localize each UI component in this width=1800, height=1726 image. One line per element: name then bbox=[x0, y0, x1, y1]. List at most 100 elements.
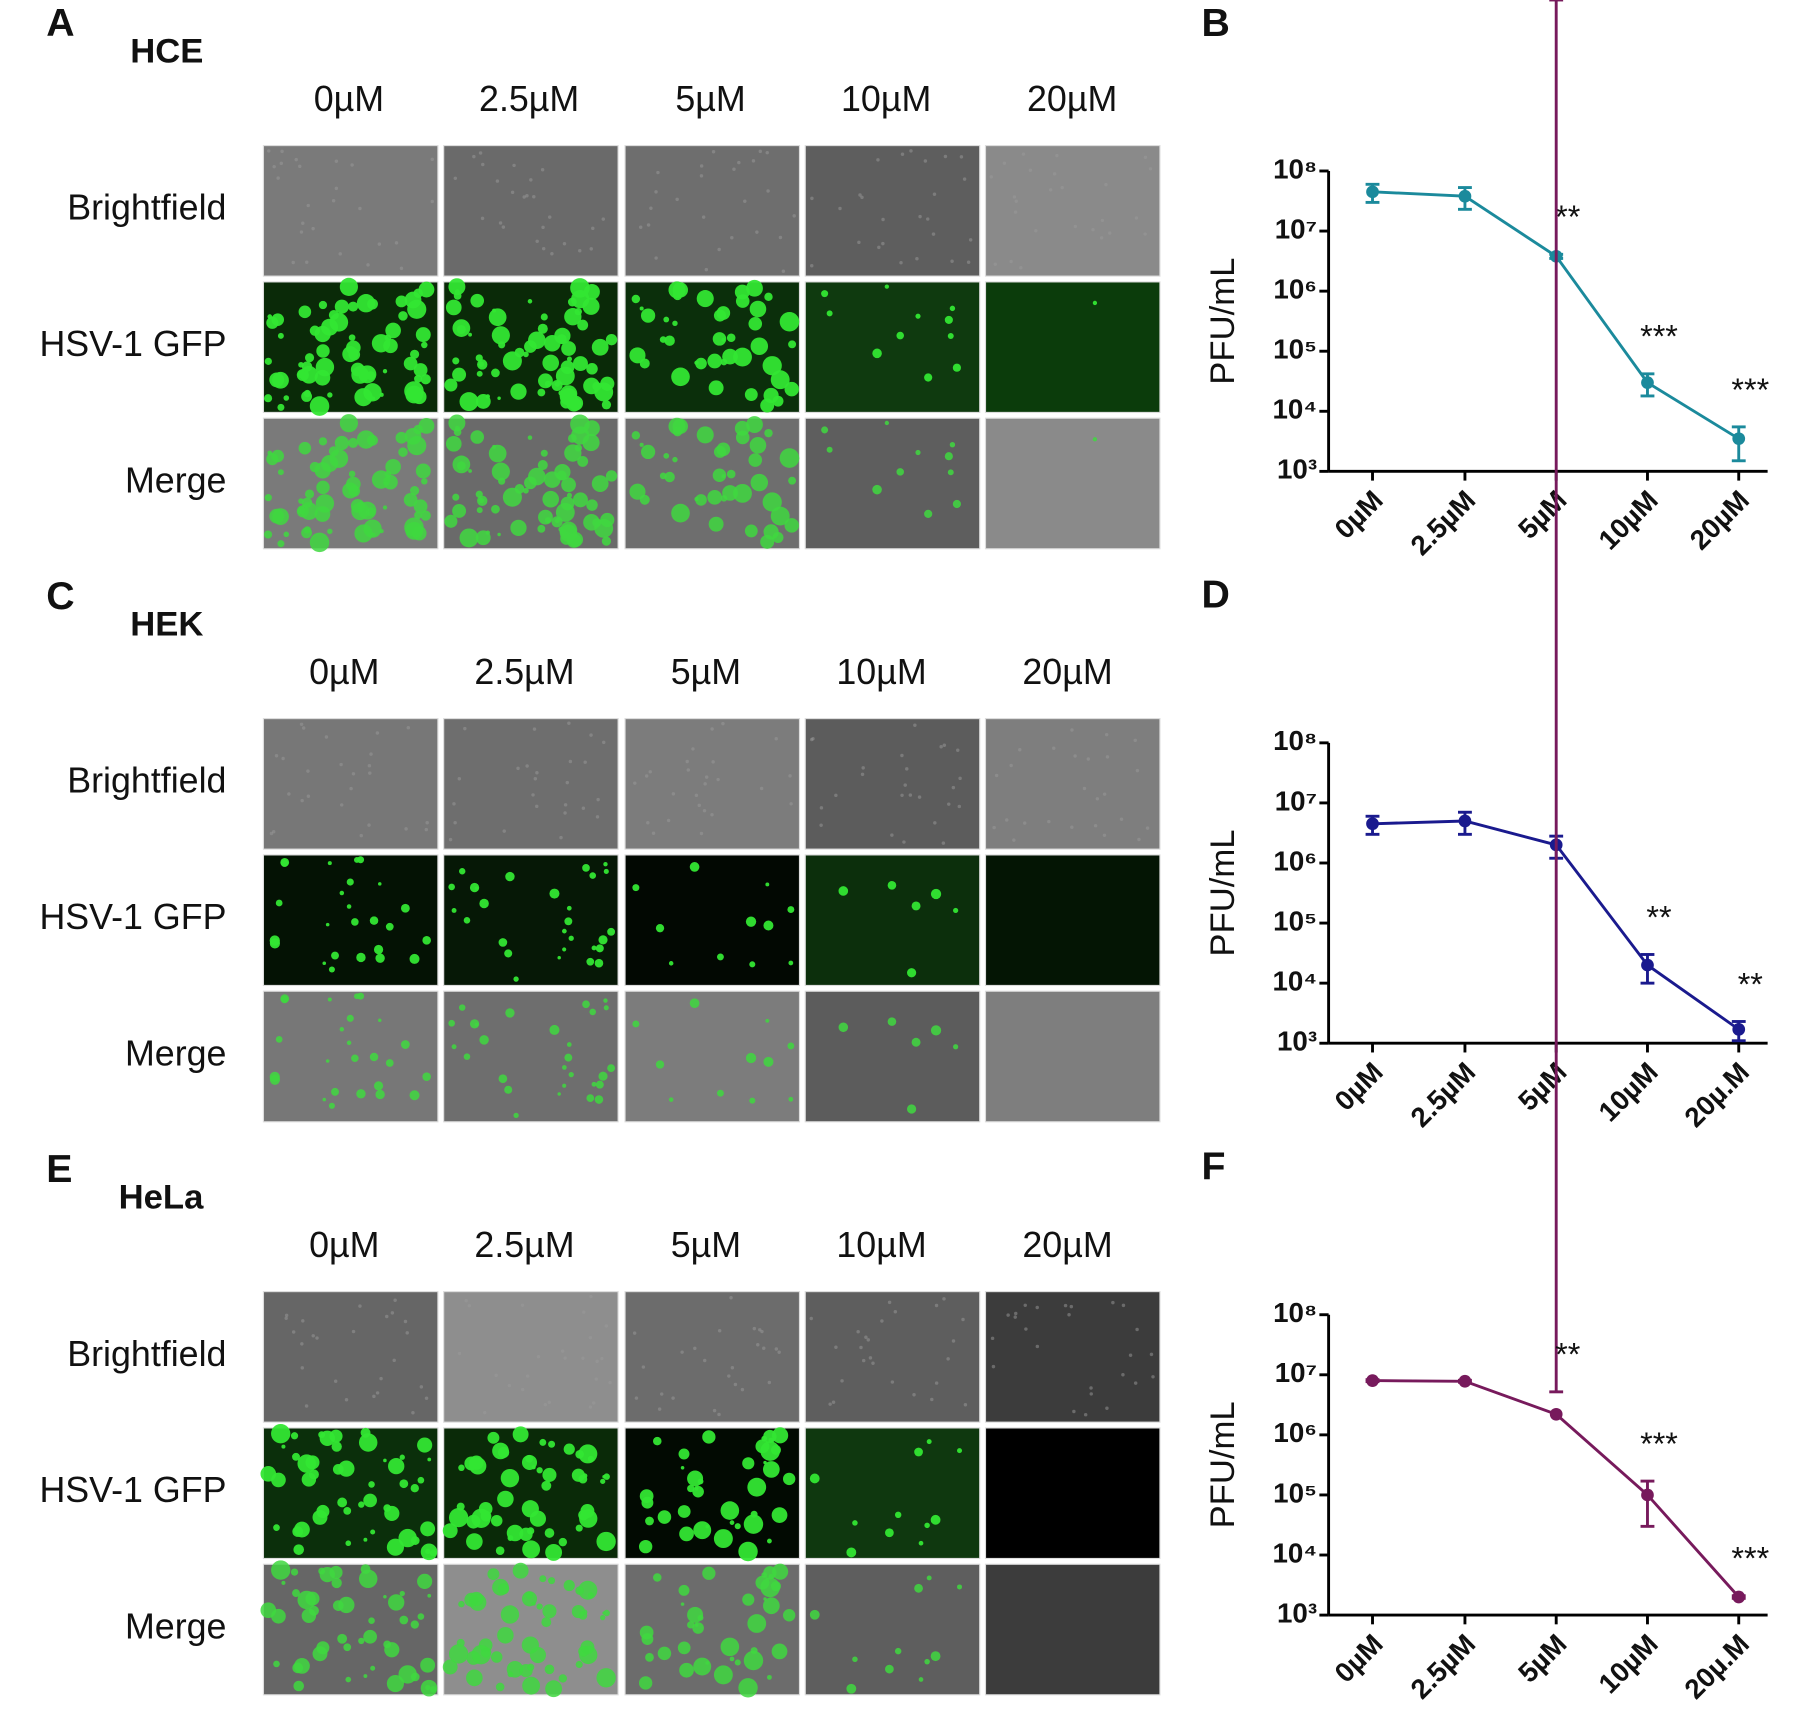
gfp-spot bbox=[607, 1064, 616, 1073]
gfp-spot bbox=[770, 506, 790, 526]
gfp-spot bbox=[383, 1640, 392, 1649]
cell-texture bbox=[767, 1380, 772, 1385]
cell-texture bbox=[453, 820, 457, 825]
data-point bbox=[1732, 1023, 1746, 1036]
gfp-spot bbox=[385, 458, 401, 475]
gfp-spot bbox=[469, 882, 480, 893]
cell-texture bbox=[351, 1329, 356, 1334]
cell-texture bbox=[482, 1410, 487, 1415]
gfp-spot bbox=[720, 1501, 740, 1520]
gfp-spot bbox=[749, 437, 767, 454]
gfp-spot bbox=[343, 1643, 352, 1652]
cell-texture bbox=[1134, 216, 1139, 220]
gfp-spot bbox=[331, 1441, 342, 1452]
cell-texture bbox=[1060, 185, 1064, 190]
micrograph bbox=[262, 854, 439, 987]
gfp-spot bbox=[301, 1608, 317, 1623]
gfp-spot bbox=[747, 1477, 767, 1497]
micrograph bbox=[804, 854, 981, 987]
cell-texture bbox=[600, 1356, 604, 1361]
gfp-spot bbox=[729, 1520, 735, 1525]
cell-texture bbox=[881, 217, 885, 222]
cell-texture bbox=[733, 1382, 738, 1387]
gfp-spot bbox=[281, 1444, 286, 1449]
cell-texture bbox=[467, 1303, 472, 1308]
gfp-spot bbox=[571, 1604, 585, 1619]
gfp-spot bbox=[303, 526, 312, 534]
cell-texture bbox=[591, 226, 595, 231]
cell-texture bbox=[931, 232, 936, 236]
gfp-spot bbox=[448, 278, 466, 296]
gfp-spot bbox=[689, 998, 700, 1009]
gfp-spot bbox=[293, 1544, 305, 1555]
cell-texture bbox=[596, 797, 600, 802]
gfp-spot bbox=[373, 944, 384, 955]
cell-texture bbox=[311, 226, 315, 231]
cell-texture bbox=[1019, 265, 1023, 270]
cell-texture bbox=[934, 1303, 939, 1308]
cell-texture bbox=[547, 1400, 552, 1405]
gfp-spot bbox=[763, 1597, 767, 1601]
gfp-spot bbox=[826, 310, 833, 317]
gfp-spot bbox=[476, 507, 483, 514]
gfp-spot bbox=[263, 394, 273, 403]
gfp-spot bbox=[645, 1652, 654, 1662]
gfp-spot bbox=[363, 383, 382, 402]
gfp-spot bbox=[809, 1473, 820, 1484]
gfp-spot bbox=[264, 494, 272, 502]
gfp-spot bbox=[852, 1656, 858, 1662]
cell-texture bbox=[765, 150, 769, 155]
cell-texture bbox=[760, 1329, 764, 1334]
micrograph bbox=[984, 1563, 1161, 1696]
gfp-spot bbox=[328, 1102, 335, 1109]
gfp-spot bbox=[768, 1437, 774, 1443]
cell-texture bbox=[646, 223, 651, 227]
gfp-spot bbox=[712, 332, 727, 346]
cell-texture bbox=[403, 1319, 408, 1324]
gfp-spot bbox=[679, 1526, 694, 1542]
gfp-spot bbox=[772, 395, 784, 407]
gfp-spot bbox=[591, 338, 609, 356]
gfp-spot bbox=[544, 1528, 555, 1538]
cell-texture bbox=[267, 149, 271, 153]
cell-texture bbox=[563, 803, 568, 807]
cell-texture bbox=[588, 1405, 593, 1409]
concentration-label: 2.5µM bbox=[474, 652, 574, 692]
gfp-spot bbox=[536, 1603, 543, 1610]
cell-texture bbox=[306, 794, 311, 798]
gfp-spot bbox=[749, 1097, 756, 1104]
gfp-spot bbox=[338, 1596, 355, 1614]
cell-texture bbox=[535, 771, 539, 775]
gfp-spot bbox=[603, 1609, 610, 1617]
gfp-spot bbox=[329, 1565, 343, 1579]
gfp-spot bbox=[586, 957, 595, 966]
gfp-spot bbox=[564, 917, 573, 926]
gfp-spot bbox=[403, 493, 418, 507]
cell-texture bbox=[507, 1383, 512, 1388]
gfp-spot bbox=[385, 1059, 394, 1067]
gfp-spot bbox=[312, 1509, 328, 1525]
cell-texture bbox=[943, 154, 948, 159]
gfp-spot bbox=[399, 1479, 409, 1489]
gfp-spot bbox=[298, 305, 312, 319]
cell-texture bbox=[756, 1343, 760, 1347]
gfp-spot bbox=[277, 469, 284, 476]
gfp-spot bbox=[383, 338, 398, 354]
cell-texture bbox=[358, 1304, 362, 1308]
panel-letter: E bbox=[46, 1147, 72, 1191]
cell-texture bbox=[394, 241, 399, 245]
gfp-spot bbox=[572, 356, 588, 372]
gfp-spot bbox=[398, 1665, 417, 1684]
cell-texture bbox=[899, 260, 903, 265]
gfp-spot bbox=[924, 1522, 930, 1529]
gfp-spot bbox=[510, 383, 527, 400]
gfp-spot bbox=[924, 509, 933, 518]
cell-texture bbox=[1104, 732, 1109, 737]
x-tick-label: 5µM bbox=[1512, 484, 1572, 544]
gfp-spot bbox=[930, 888, 942, 900]
cell-texture bbox=[641, 1365, 646, 1369]
gfp-spot bbox=[328, 309, 339, 320]
gfp-spot bbox=[566, 356, 573, 362]
gfp-spot bbox=[655, 1060, 665, 1069]
cell-texture bbox=[301, 1319, 305, 1323]
